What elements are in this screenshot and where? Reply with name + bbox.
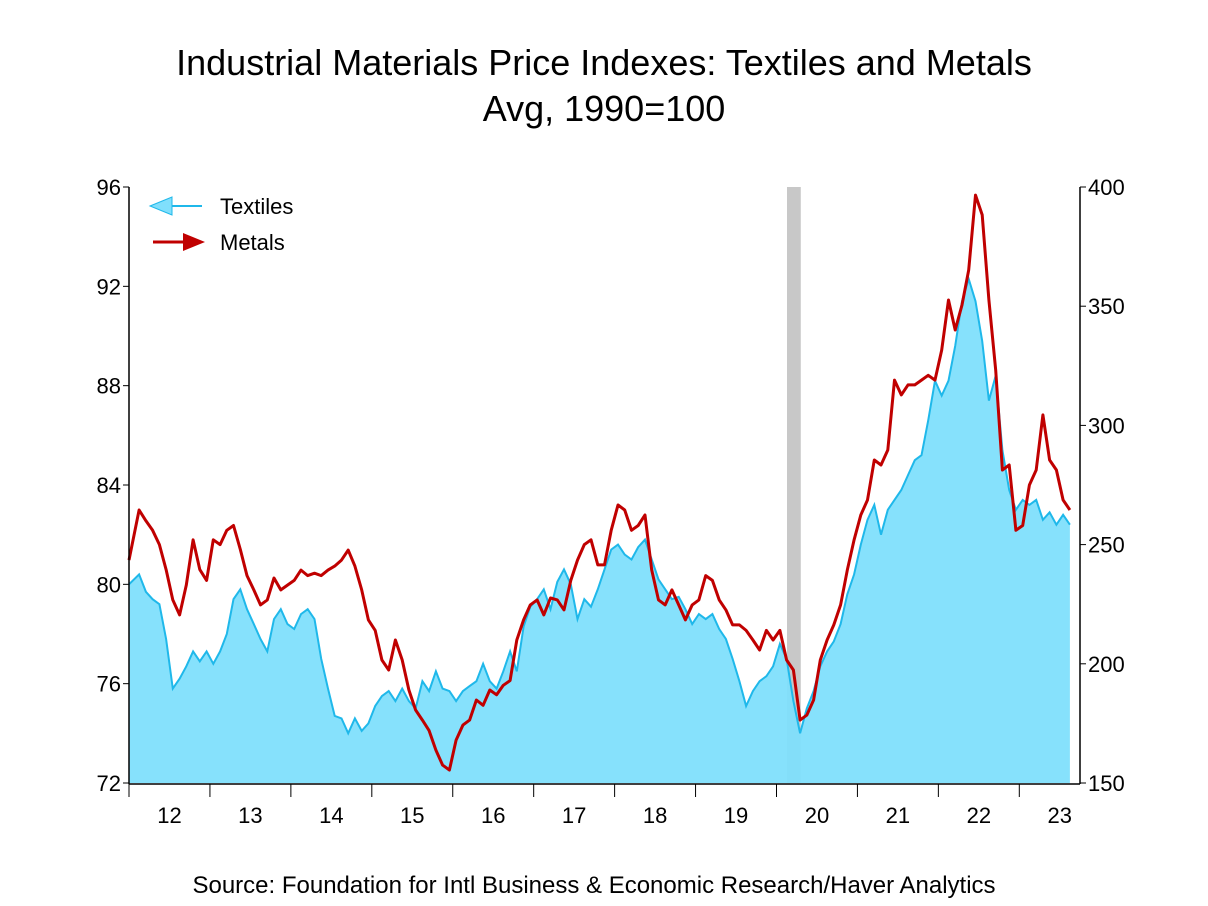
chart-title: Industrial Materials Price Indexes: Text… (176, 42, 1032, 83)
x-tick-label: 23 (1048, 803, 1072, 828)
legend-metals-label: Metals (220, 230, 285, 255)
left-tick-label: 96 (97, 175, 121, 200)
legend: Textiles Metals (148, 194, 293, 255)
x-tick-label: 14 (319, 803, 343, 828)
right-tick-label: 350 (1088, 294, 1125, 319)
chart-subtitle: Avg, 1990=100 (482, 88, 726, 129)
textiles-area (129, 278, 1070, 783)
right-tick-label: 250 (1088, 533, 1125, 558)
left-tick-label: 80 (97, 572, 121, 597)
recession-shading (787, 187, 801, 783)
x-tick-label: 12 (157, 803, 181, 828)
legend-textiles-arrow-icon (148, 196, 173, 216)
metals-line (127, 193, 1072, 772)
x-tick-label: 18 (643, 803, 667, 828)
x-tick-label: 19 (724, 803, 748, 828)
x-tick-label: 15 (400, 803, 424, 828)
legend-metals-arrow-icon (183, 233, 205, 251)
right-tick-label: 400 (1088, 175, 1125, 200)
x-tick-label: 13 (238, 803, 262, 828)
x-tick-label: 20 (805, 803, 829, 828)
legend-textiles-label: Textiles (220, 194, 293, 219)
source-note: Source: Foundation for Intl Business & E… (192, 872, 996, 899)
axes-group: 72 76 80 84 88 92 96 150 200 250 300 350 400 12 13 14 15… (97, 175, 1125, 828)
textiles-line (128, 275, 1071, 736)
recession-shading-group (787, 187, 801, 783)
series-group (127, 193, 1072, 783)
x-tick-label: 17 (562, 803, 586, 828)
left-tick-label: 72 (97, 771, 121, 796)
left-tick-label: 88 (97, 374, 121, 399)
left-tick-label: 84 (97, 473, 121, 498)
x-tick-label: 22 (967, 803, 991, 828)
x-tick-label: 21 (886, 803, 910, 828)
left-tick-label: 92 (97, 274, 121, 299)
right-tick-label: 200 (1088, 652, 1125, 677)
right-tick-label: 150 (1088, 771, 1125, 796)
right-tick-label: 300 (1088, 413, 1125, 438)
left-tick-label: 76 (97, 672, 121, 697)
x-tick-label: 16 (481, 803, 505, 828)
